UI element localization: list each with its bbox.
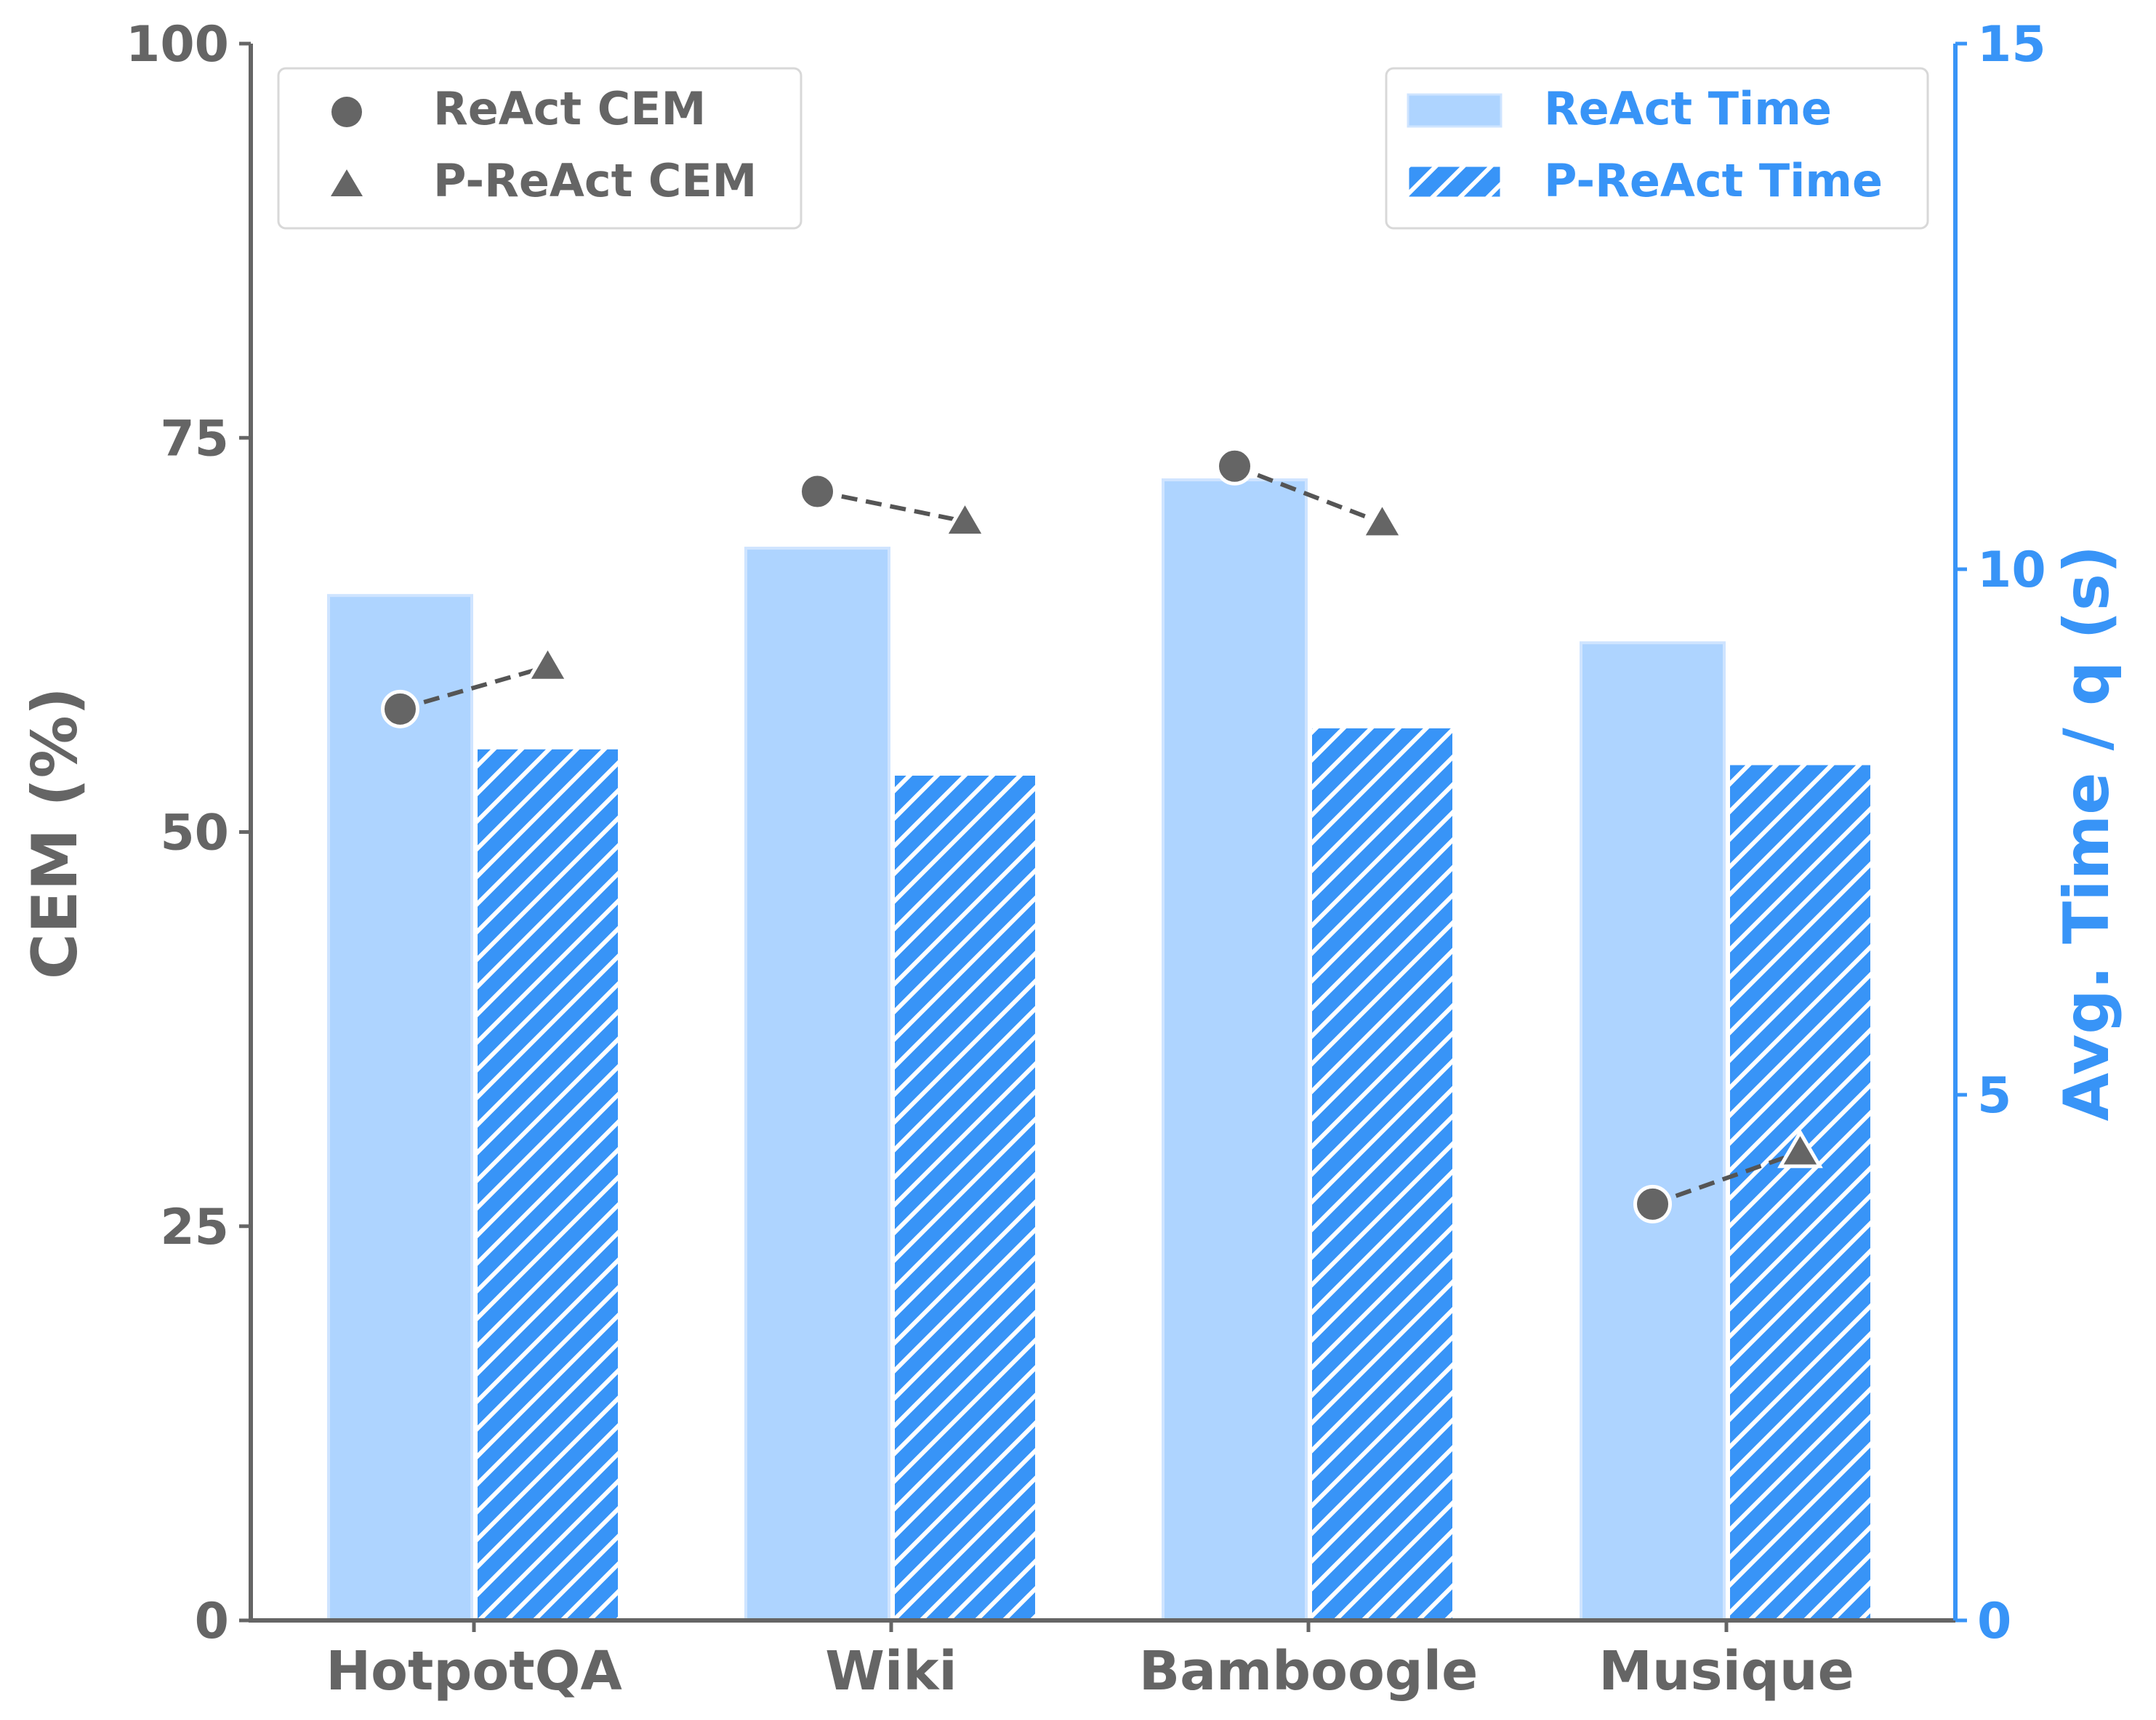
legend-cem-box bbox=[277, 67, 803, 230]
right-tick-label: 15 bbox=[1977, 16, 2046, 73]
bar-react-time-musique bbox=[1580, 641, 1726, 1622]
legend-react-cem-marker bbox=[331, 97, 362, 127]
bar-react-time-hotpotqa bbox=[327, 594, 473, 1622]
legend-preact-cem-label: P-ReAct CEM bbox=[433, 154, 757, 207]
legend-preact-cem-marker bbox=[331, 169, 363, 196]
left-axis-label: CEM (%) bbox=[19, 687, 92, 979]
right-tick-label: 10 bbox=[1977, 542, 2046, 599]
legend-time: ReAct Time P-ReAct Time bbox=[1385, 67, 1929, 230]
legend-preact-time-label: P-ReAct Time bbox=[1544, 154, 1883, 207]
legend-cem: ReAct CEM P-ReAct CEM bbox=[277, 67, 803, 230]
x-tick-label-wiki: Wiki bbox=[825, 1640, 957, 1703]
bars-layer bbox=[327, 478, 1873, 1623]
legend-preact-time-swatch bbox=[1407, 164, 1503, 199]
x-ticks: HotpotQA Wiki Bamboogle Musique bbox=[326, 1620, 1854, 1703]
left-tick-label: 50 bbox=[160, 805, 229, 862]
point-react-cem-hotpotqa bbox=[381, 689, 419, 728]
bar-preact-time-hotpotqa bbox=[475, 746, 621, 1622]
left-tick-label: 75 bbox=[160, 410, 229, 467]
point-preact-cem-hotpotqa bbox=[525, 643, 571, 683]
bar-react-time-bamboogle bbox=[1162, 478, 1308, 1623]
connector-bamboogle bbox=[1234, 464, 1383, 526]
x-tick-label-hotpotqa: HotpotQA bbox=[326, 1640, 622, 1703]
right-axis-label: Avg. Time / q (s) bbox=[2051, 545, 2123, 1121]
legend-react-cem-label: ReAct CEM bbox=[433, 82, 706, 135]
bar-preact-time-musique bbox=[1727, 762, 1873, 1622]
connector-musique bbox=[1652, 1149, 1801, 1207]
left-tick-label: 0 bbox=[195, 1593, 229, 1650]
point-react-cem-wiki bbox=[798, 472, 837, 511]
right-tick-label: 5 bbox=[1977, 1067, 2011, 1125]
point-preact-cem-wiki bbox=[942, 498, 988, 538]
left-tick-label: 100 bbox=[126, 16, 229, 73]
x-tick-label-musique: Musique bbox=[1598, 1640, 1854, 1703]
point-preact-cem-musique bbox=[1777, 1128, 1823, 1168]
left-ticks: 0 25 50 75 100 bbox=[126, 16, 251, 1650]
legend-react-time-label: ReAct Time bbox=[1544, 82, 1832, 135]
left-tick-label: 25 bbox=[160, 1199, 229, 1256]
points-layer bbox=[381, 446, 1823, 1223]
legend-react-time-swatch bbox=[1407, 93, 1503, 128]
right-tick-label: 0 bbox=[1977, 1593, 2011, 1650]
bar-preact-time-bamboogle bbox=[1309, 725, 1455, 1622]
point-react-cem-bamboogle bbox=[1215, 446, 1254, 486]
legend-time-box bbox=[1385, 67, 1929, 230]
point-preact-cem-bamboogle bbox=[1359, 499, 1405, 539]
right-ticks: 0 5 10 15 bbox=[1955, 16, 2046, 1650]
bar-preact-time-wiki bbox=[892, 772, 1038, 1622]
bar-react-time-wiki bbox=[744, 547, 890, 1623]
connectors-layer bbox=[399, 464, 1801, 1207]
connector-hotpotqa bbox=[399, 664, 549, 712]
point-react-cem-musique bbox=[1633, 1184, 1672, 1223]
x-tick-label-bamboogle: Bamboogle bbox=[1139, 1640, 1479, 1703]
connector-wiki bbox=[816, 489, 966, 524]
